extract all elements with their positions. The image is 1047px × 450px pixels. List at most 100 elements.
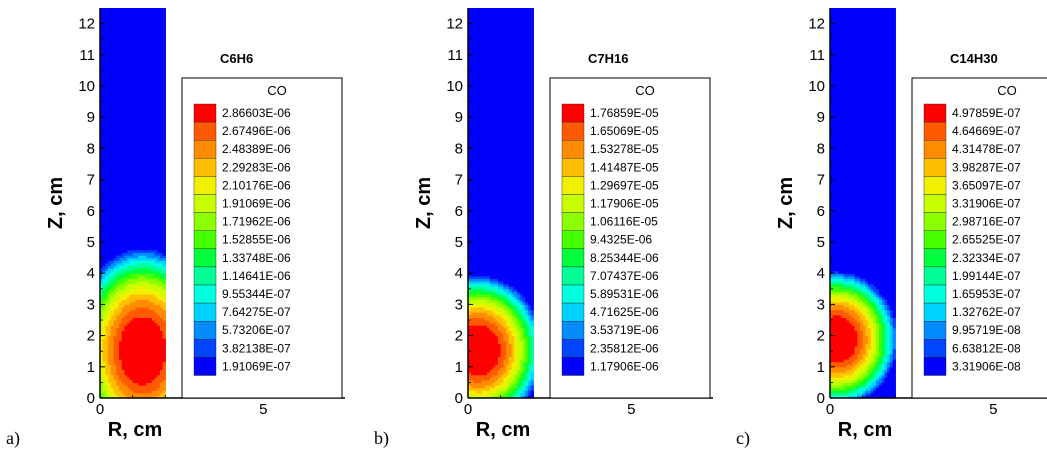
- contour-cell: [105, 26, 109, 30]
- contour-cell: [110, 288, 115, 292]
- contour-cell: [105, 119, 109, 123]
- contour-cell: [484, 223, 488, 227]
- contour-cell: [113, 49, 117, 53]
- contour-cell: [132, 80, 136, 84]
- contour-cell: [154, 41, 158, 45]
- contour-cell: [105, 60, 109, 64]
- contour-cell: [102, 353, 107, 357]
- contour-cell: [116, 325, 120, 329]
- contour-cell: [135, 39, 139, 43]
- legend-label: 1.33748E-06: [222, 251, 291, 265]
- contour-cell: [132, 177, 136, 181]
- contour-cell: [132, 101, 136, 105]
- contour-cell: [468, 80, 472, 84]
- contour-cell: [113, 291, 117, 295]
- contour-cell: [124, 278, 128, 282]
- contour-cell: [127, 252, 131, 256]
- contour-cell: [116, 221, 120, 225]
- contour-cell: [151, 96, 156, 100]
- contour-cell: [154, 21, 158, 25]
- contour-cell: [146, 190, 150, 194]
- contour-cell: [102, 60, 107, 64]
- contour-cell: [110, 333, 115, 337]
- contour-cell: [108, 200, 112, 204]
- contour-cell: [151, 333, 156, 337]
- contour-cell: [135, 47, 139, 51]
- contour-cell: [468, 385, 472, 389]
- contour-cell: [157, 385, 161, 389]
- contour-cell: [481, 132, 485, 136]
- contour-cell: [143, 158, 147, 162]
- contour-cell: [129, 130, 134, 134]
- contour-cell: [138, 164, 142, 168]
- contour-cell: [138, 34, 142, 38]
- contour-cell: [108, 88, 112, 92]
- contour-cell: [481, 343, 485, 347]
- contour-cell: [146, 294, 150, 298]
- contour-cell: [162, 325, 166, 329]
- contour-cell: [473, 291, 477, 295]
- contour-cell: [154, 117, 158, 121]
- contour-cell: [159, 151, 164, 155]
- contour-cell: [478, 65, 483, 69]
- contour-cell: [102, 255, 107, 259]
- contour-cell: [149, 335, 153, 339]
- contour-cell: [484, 262, 488, 266]
- contour-cell: [108, 309, 112, 313]
- contour-cell: [143, 57, 147, 61]
- contour-cell: [146, 200, 150, 204]
- legend-label: 1.52855E-06: [222, 233, 291, 247]
- contour-cell: [149, 10, 153, 14]
- contour-cell: [149, 179, 153, 183]
- contour-cell: [129, 275, 134, 279]
- contour-cell: [478, 60, 483, 64]
- contour-cell: [489, 262, 494, 266]
- contour-cell: [476, 257, 480, 261]
- contour-cell: [127, 236, 131, 240]
- contour-cell: [124, 62, 128, 66]
- contour-cell: [468, 374, 472, 378]
- contour-cell: [468, 70, 472, 74]
- contour-cell: [157, 327, 161, 331]
- contour-cell: [100, 148, 104, 152]
- contour-cell: [113, 361, 117, 365]
- contour-cell: [484, 67, 488, 71]
- contour-cell: [121, 15, 126, 19]
- contour-cell: [113, 67, 117, 71]
- contour-cell: [146, 353, 150, 357]
- contour-cell: [116, 257, 120, 261]
- contour-cell: [487, 21, 491, 25]
- contour-cell: [470, 8, 475, 12]
- contour-cell: [135, 385, 139, 389]
- contour-cell: [489, 242, 494, 246]
- contour-cell: [149, 286, 153, 290]
- contour-cell: [100, 197, 104, 201]
- contour-cell: [127, 148, 131, 152]
- contour-cell: [468, 135, 472, 139]
- contour-cell: [154, 145, 158, 149]
- contour-cell: [100, 325, 104, 329]
- contour-cell: [140, 132, 145, 136]
- contour-cell: [489, 382, 494, 386]
- contour-cell: [132, 197, 136, 201]
- contour-cell: [132, 132, 136, 136]
- contour-cell: [154, 299, 158, 303]
- contour-cell: [468, 93, 472, 97]
- contour-cell: [102, 205, 107, 209]
- contour-cell: [149, 223, 153, 227]
- contour-cell: [481, 109, 485, 113]
- contour-cell: [143, 262, 147, 266]
- contour-cell: [116, 28, 120, 32]
- contour-cell: [154, 177, 158, 181]
- contour-cell: [157, 161, 161, 165]
- contour-cell: [124, 260, 128, 264]
- contour-cell: [487, 195, 491, 199]
- contour-cell: [116, 283, 120, 287]
- contour-cell: [149, 395, 153, 399]
- contour-cell: [162, 78, 166, 82]
- contour-cell: [470, 356, 475, 360]
- contour-cell: [473, 8, 477, 12]
- contour-cell: [146, 312, 150, 316]
- contour-cell: [129, 257, 134, 261]
- contour-cell: [159, 138, 164, 142]
